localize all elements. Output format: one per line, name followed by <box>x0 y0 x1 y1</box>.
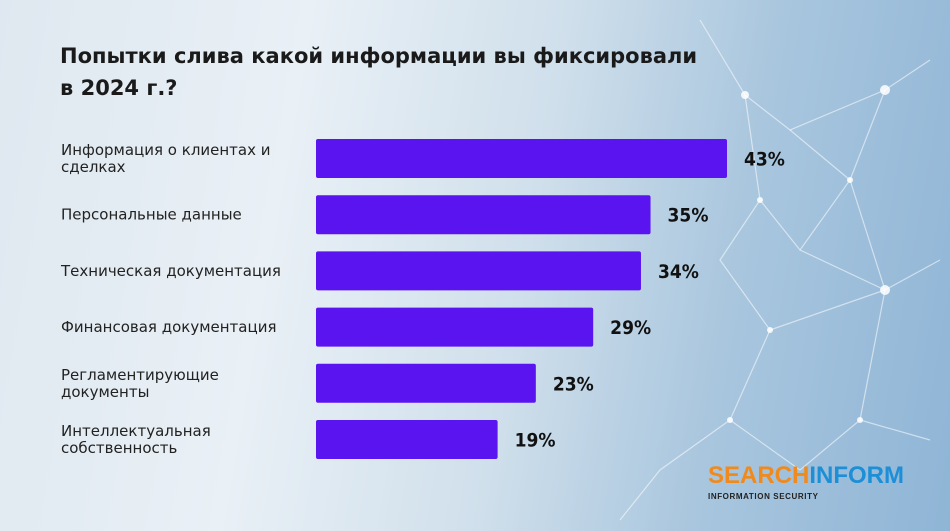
bar-5 <box>316 420 498 459</box>
category-label-5: Интеллектуальная собственность <box>61 422 211 457</box>
logo-wordmark: SEARCHINFORM <box>708 462 904 490</box>
category-label-3: Финансовая документация <box>61 318 276 336</box>
category-label-2: Техническая документация <box>60 262 281 280</box>
category-label-line: Финансовая документация <box>61 318 276 336</box>
bar-1 <box>316 195 651 235</box>
value-label-5: 19% <box>515 430 556 452</box>
bar-2 <box>316 251 641 291</box>
category-label-4: Регламентирующие документы <box>61 366 219 401</box>
category-label-1: Персональные данные <box>61 206 242 224</box>
category-label-line: документы <box>61 383 149 401</box>
value-label-4: 23% <box>553 373 594 395</box>
category-label-line: Информация о клиентах и <box>61 141 271 159</box>
chart-title-line-2: в 2024 г.? <box>60 76 178 100</box>
category-label-line: Персональные данные <box>61 206 242 224</box>
bar-4 <box>316 363 536 403</box>
bar-3 <box>316 307 594 347</box>
chart-title-line-1: Попытки слива какой информации вы фиксир… <box>60 44 698 68</box>
bar-0 <box>316 139 727 178</box>
value-label-3: 29% <box>610 317 651 339</box>
logo-part-search: SEARCH <box>708 462 810 489</box>
value-label-2: 34% <box>658 261 699 283</box>
category-label-line: собственность <box>61 439 177 457</box>
category-label-line: сделках <box>61 158 126 176</box>
category-label-0: Информация о клиентах и сделках <box>61 141 271 176</box>
value-label-0: 43% <box>744 149 785 171</box>
searchinform-logo: SEARCHINFORM INFORMATION SECURITY <box>708 462 904 501</box>
category-label-line: Регламентирующие <box>61 366 219 384</box>
logo-tagline: INFORMATION SECURITY <box>708 492 819 501</box>
value-label-1: 35% <box>668 205 709 227</box>
category-label-line: Интеллектуальная <box>61 422 211 440</box>
logo-part-inform: INFORM <box>809 462 904 489</box>
chart-title: Попытки слива какой информации вы фиксир… <box>60 40 760 104</box>
category-label-line: Техническая документация <box>60 262 281 280</box>
